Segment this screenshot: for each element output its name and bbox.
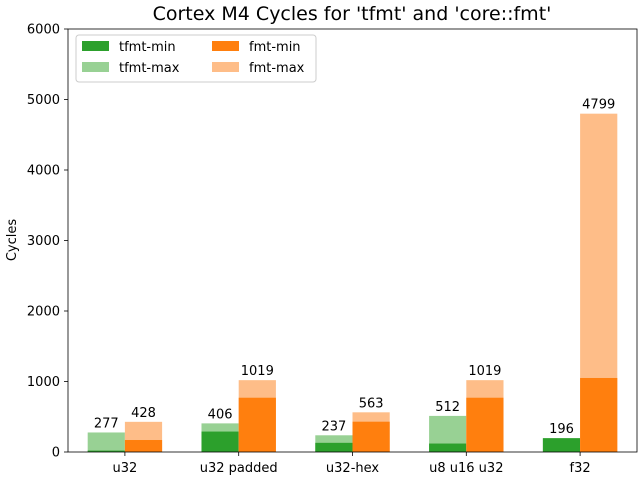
- y-tick-label-1: 1000: [27, 375, 60, 390]
- x-tick-label-4: f32: [570, 461, 591, 476]
- bar-tfmt-min-3: [429, 443, 467, 452]
- bar-tfmt-min-1: [201, 431, 239, 452]
- x-tick-label-0: u32: [113, 461, 138, 476]
- legend-swatch-fmt-max: [212, 62, 239, 72]
- legend-label-fmt-min: fmt-min: [249, 40, 301, 55]
- data-label-fmt-4: 4799: [582, 98, 615, 113]
- data-label-fmt-3: 1019: [468, 364, 501, 379]
- bar-tfmt-min-2: [315, 442, 353, 452]
- data-label-tfmt-3: 512: [435, 400, 460, 415]
- data-label-tfmt-4: 196: [549, 422, 574, 437]
- bar-tfmt-min-0: [87, 450, 125, 452]
- axes: u32 u32 padded u32-hex u8 u16 u32 f32 0 1000 20…: [27, 23, 638, 476]
- legend-label-tfmt-min: tfmt-min: [119, 40, 176, 55]
- legend-box: [75, 34, 317, 83]
- plot-area: 277 428 406 1019 237 563 512 1019 196 4799: [87, 98, 618, 453]
- legend-swatch-tfmt-max: [82, 62, 109, 72]
- plot-frame: [67, 28, 638, 453]
- data-label-fmt-0: 428: [131, 406, 156, 421]
- bar-fmt-min-3: [466, 397, 504, 452]
- data-label-tfmt-0: 277: [94, 416, 119, 431]
- bar-fmt-min-0: [124, 440, 163, 452]
- bar-tfmt-min-4: [542, 438, 581, 452]
- legend-label-fmt-max: fmt-max: [249, 61, 305, 76]
- y-tick-label-6: 6000: [27, 23, 60, 38]
- data-label-fmt-2: 563: [359, 396, 384, 411]
- data-label-tfmt-2: 237: [321, 419, 346, 434]
- y-tick-label-2: 2000: [27, 305, 60, 320]
- y-tick-label-5: 5000: [27, 93, 60, 108]
- legend: tfmt-min tfmt-max fmt-min fmt-max: [75, 34, 317, 83]
- data-label-fmt-1: 1019: [241, 364, 274, 379]
- bar-fmt-min-1: [238, 397, 276, 452]
- bar-tfmt-max-0: [87, 432, 125, 452]
- legend-label-tfmt-max: tfmt-max: [119, 61, 180, 76]
- y-axis-label: Cycles: [5, 219, 20, 262]
- y-tick-label-3: 3000: [27, 234, 60, 249]
- x-tick-label-1: u32 padded: [200, 461, 278, 476]
- bar-fmt-min-2: [352, 421, 390, 452]
- y-tick-label-0: 0: [52, 446, 60, 461]
- legend-swatch-tfmt-min: [82, 41, 109, 51]
- x-tick-label-3: u8 u16 u32: [429, 461, 503, 476]
- data-label-tfmt-1: 406: [208, 407, 233, 422]
- legend-swatch-fmt-min: [212, 41, 239, 51]
- y-tick-label-4: 4000: [27, 164, 60, 179]
- chart-title: Cortex M4 Cycles for 'tfmt' and 'core::f…: [153, 3, 552, 25]
- bar-fmt-min-4: [580, 377, 618, 452]
- x-tick-label-2: u32-hex: [326, 461, 379, 476]
